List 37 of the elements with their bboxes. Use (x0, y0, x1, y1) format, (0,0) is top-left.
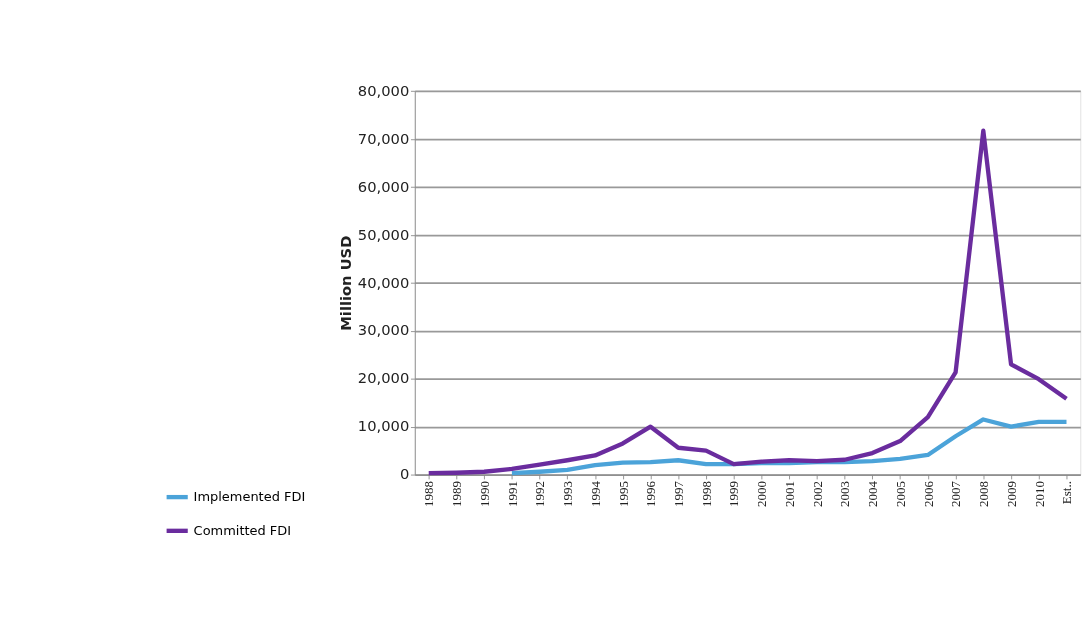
y-tick-label: 70,000 (357, 129, 410, 147)
line-series (426, 128, 1069, 476)
x-tick-label: Est.. (1059, 481, 1075, 505)
y-tick-label: 20,000 (357, 369, 410, 387)
x-tick-label: 2008 (976, 481, 992, 508)
y-tick-label: 60,000 (357, 177, 410, 195)
y-tick-label: 40,000 (357, 273, 410, 291)
x-tick-label: 2002 (809, 481, 825, 508)
legend-label: Implemented FDI (193, 489, 306, 505)
x-tick-label: 2006 (920, 480, 936, 508)
x-tick-label: 2000 (754, 481, 770, 508)
x-tick-label: 1998 (698, 481, 714, 508)
y-axis-title: Million USD (336, 235, 354, 331)
x-tick-label: 1994 (587, 480, 603, 508)
x-tick-label: 2001 (781, 481, 797, 508)
x-tick-label: 2010 (1031, 481, 1047, 508)
x-tick-label: 1996 (643, 480, 659, 508)
x-tick-label: 1991 (504, 481, 520, 508)
x-tick-label: 2003 (837, 481, 853, 508)
x-tick-label: 1999 (726, 481, 742, 508)
x-tick-label: 2009 (1003, 481, 1019, 508)
x-tick-label: 1993 (560, 481, 576, 508)
x-tick-label: 1989 (449, 481, 465, 508)
legend-label: Committed FDI (193, 523, 292, 539)
x-tick-label: 2005 (892, 481, 908, 508)
y-tick-label: 10,000 (357, 417, 410, 435)
x-tick-label: 1995 (615, 481, 631, 508)
x-tick-label: 1997 (671, 480, 687, 508)
y-tick-label: 0 (399, 465, 410, 483)
y-tick-label: 80,000 (357, 81, 410, 99)
x-tick-label: 1990 (476, 481, 492, 508)
x-tick-label: 2007 (948, 480, 964, 508)
x-tick-label: 1992 (532, 481, 548, 508)
y-tick-label: 30,000 (357, 321, 410, 339)
y-tick-label: 50,000 (357, 225, 410, 243)
x-tick-label: 1988 (421, 481, 437, 508)
x-tick-label: 2004 (865, 480, 881, 508)
